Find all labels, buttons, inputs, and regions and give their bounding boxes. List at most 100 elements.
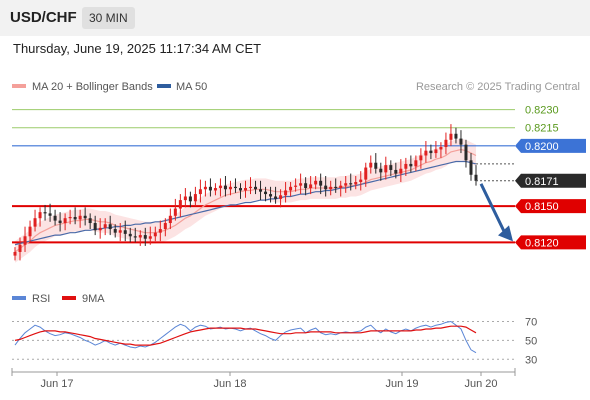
legend-9ma-swatch	[62, 296, 76, 300]
candle-body	[389, 165, 393, 170]
candle-body	[108, 224, 112, 230]
candle-body	[198, 189, 202, 195]
candle-body	[193, 194, 197, 202]
x-tick-label: Jun 19	[385, 378, 418, 390]
candle-body	[309, 184, 313, 189]
legend-ma50-swatch	[157, 84, 171, 88]
candle-body	[63, 218, 67, 224]
candle-body	[163, 223, 167, 230]
candle-body	[369, 162, 373, 168]
candle-body	[28, 226, 32, 237]
candle-body	[88, 218, 92, 224]
candle-body	[208, 186, 212, 191]
candle-body	[228, 186, 232, 190]
level-labels: 0.8230 0.8215 0.8200 0.8150 0.8120 0.8171	[476, 105, 586, 250]
datetime-label: Thursday, June 19, 2025 11:17:34 AM CET	[13, 41, 262, 56]
candle-body	[103, 224, 107, 228]
candle-body	[399, 168, 403, 174]
forecast-arrow-layer	[479, 183, 513, 242]
rsi-level-label-50: 50	[525, 335, 537, 347]
candle-body	[23, 236, 27, 245]
candle-body	[133, 236, 137, 238]
candle-body	[53, 215, 57, 221]
candle-body	[469, 160, 473, 175]
x-axis-ticks: Jun 17 Jun 18 Jun 19 Jun 20	[11, 368, 516, 390]
candle-body	[269, 194, 273, 197]
candle-body	[153, 232, 157, 237]
candles-layer	[13, 124, 478, 261]
level-label-0.8150: 0.8150	[525, 201, 559, 213]
x-tick-label: Jun 20	[464, 378, 497, 390]
candle-body	[118, 230, 122, 233]
candle-body	[354, 182, 358, 185]
candle-body	[38, 212, 42, 219]
candle-body	[329, 186, 333, 190]
legend-rsi-swatch	[12, 296, 26, 300]
candle-body	[148, 236, 152, 239]
bollinger-band	[15, 138, 476, 263]
current-price-tag	[515, 173, 586, 188]
rsi-level-label-30: 30	[525, 354, 537, 366]
candle-body	[113, 229, 117, 233]
candle-body	[474, 174, 478, 181]
legend-ma20-label: MA 20 + Bollinger Bands	[32, 81, 153, 93]
candle-body	[78, 215, 82, 220]
candle-body	[314, 180, 318, 185]
candle-body	[324, 185, 328, 190]
chart-header: USD/CHF 30 MIN	[0, 0, 590, 36]
candle-body	[444, 139, 448, 148]
candle-body	[93, 223, 97, 231]
candle-body	[424, 150, 428, 156]
candle-body	[319, 180, 323, 186]
candle-body	[404, 163, 408, 169]
symbol-label: USD/CHF	[10, 9, 77, 26]
candle-body	[429, 150, 433, 154]
candle-body	[83, 215, 87, 219]
candle-body	[73, 216, 77, 220]
level-label-0.8120: 0.8120	[525, 237, 559, 249]
candle-body	[304, 183, 308, 189]
candle-body	[168, 215, 172, 224]
level-tag-0.8120	[515, 235, 586, 250]
candle-body	[254, 186, 258, 190]
candle-body	[178, 200, 182, 209]
candle-body	[359, 179, 363, 183]
candle-body	[419, 155, 423, 161]
candle-body	[143, 235, 147, 239]
candle-body	[18, 244, 22, 252]
candle-body	[43, 212, 47, 214]
candle-body	[223, 185, 227, 190]
candle-body	[454, 133, 458, 139]
candle-body	[264, 191, 268, 195]
bollinger-band-area	[15, 138, 476, 263]
x-tick-label: Jun 17	[40, 378, 73, 390]
candle-body	[464, 144, 468, 161]
candle-body	[449, 133, 453, 140]
level-tag-0.8150	[515, 199, 586, 214]
ma50-line	[14, 160, 477, 246]
x-tick-label: Jun 18	[213, 378, 246, 390]
candle-body	[334, 186, 338, 189]
candle-body	[203, 186, 207, 190]
candle-body	[123, 230, 127, 234]
candle-body	[459, 138, 463, 145]
candle-body	[364, 167, 368, 180]
candle-body	[284, 190, 288, 196]
candle-body	[58, 220, 62, 224]
candle-body	[349, 183, 353, 185]
rsi-line	[14, 320, 477, 354]
candle-body	[68, 216, 72, 219]
candle-body	[138, 235, 142, 238]
forecast-arrow-head	[498, 225, 513, 242]
level-label-0.8215: 0.8215	[525, 123, 559, 135]
timeframe-badge[interactable]: 30 MIN	[82, 7, 135, 29]
candle-body	[213, 188, 217, 191]
rsi-level-label-70: 70	[525, 316, 537, 328]
candle-body	[274, 196, 278, 199]
legend-rsi-label: RSI	[32, 293, 50, 305]
candle-body	[299, 183, 303, 186]
candle-body	[439, 147, 443, 150]
level-label-0.8230: 0.8230	[525, 105, 559, 117]
candle-body	[183, 196, 187, 201]
